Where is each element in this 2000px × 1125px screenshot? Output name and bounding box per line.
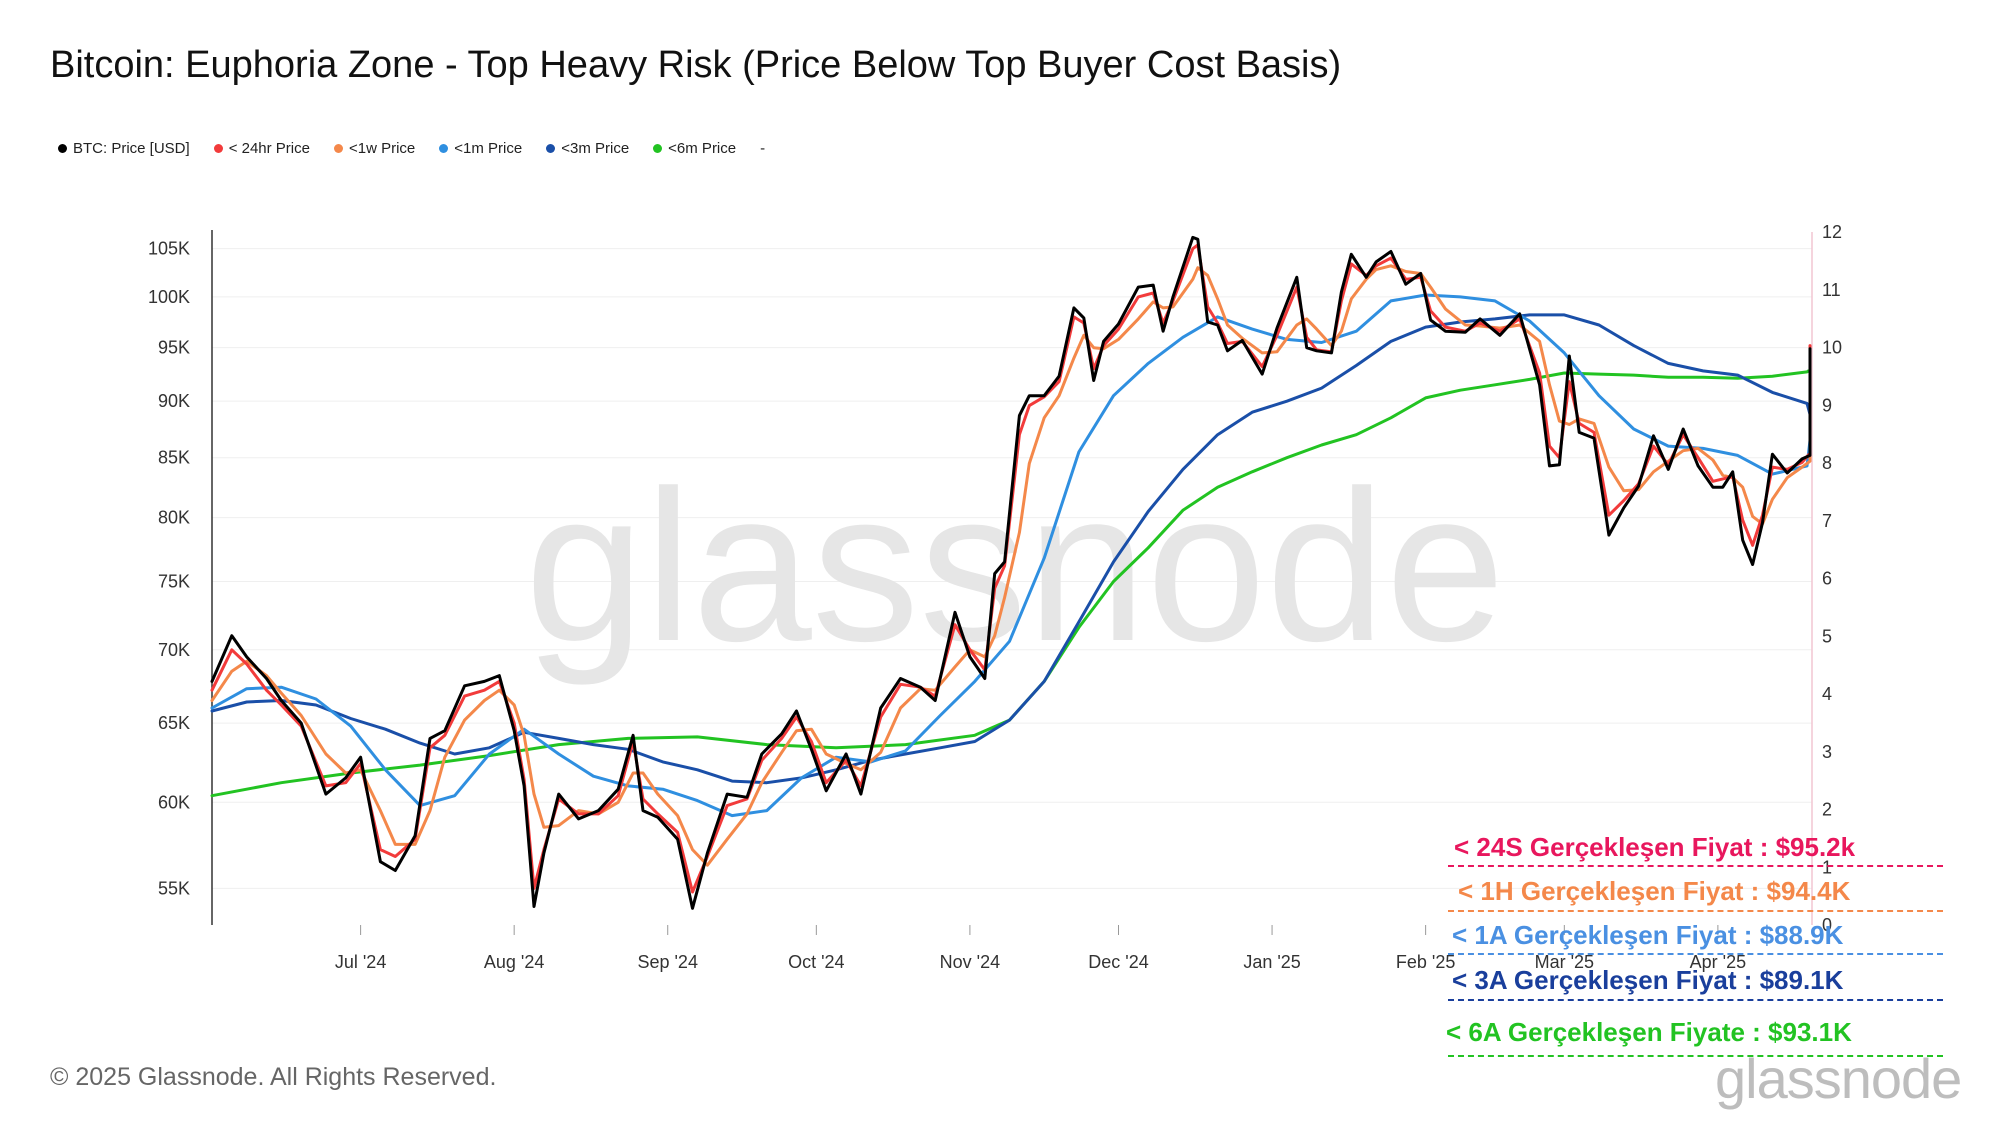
annotation-label: < 1A Gerçekleşen Fiyat : $88.9K (1452, 920, 1844, 950)
x-tick-label: Feb '25 (1396, 952, 1455, 972)
legend-dot-icon (653, 144, 663, 153)
grid-lines (212, 248, 1812, 889)
legend-item[interactable]: < 24hr Price (213, 140, 310, 157)
tick-labels: 55K60K65K70K75K80K85K90K95K100K105K01234… (148, 222, 1842, 972)
legend-item[interactable]: <3m Price (546, 140, 629, 157)
legend-item[interactable]: <1w Price (333, 140, 416, 157)
y-tick-label: 85K (158, 448, 190, 468)
annotation-dashed-line (1448, 1055, 1943, 1057)
legend-label: < 24hr Price (228, 140, 310, 157)
chart-title: Bitcoin: Euphoria Zone - Top Heavy Risk … (50, 44, 1342, 86)
annotation-dashed-line (1448, 910, 1943, 912)
y-tick-label: 95K (158, 338, 190, 358)
legend-dot-icon (58, 144, 67, 153)
series-lines (210, 235, 1812, 910)
y-tick-label: 80K (158, 508, 190, 528)
annotation-label: < 3A Gerçekleşen Fiyat : $89.1K (1452, 965, 1844, 995)
legend-item[interactable]: BTC: Price [USD] (58, 140, 190, 157)
legend-label: <6m Price (668, 140, 737, 157)
y-right-tick-label: 12 (1822, 222, 1842, 242)
legend-label: BTC: Price [USD] (73, 140, 190, 157)
y-right-tick-label: 2 (1822, 800, 1832, 820)
series-line-3 (210, 293, 1812, 818)
y-tick-label: 105K (148, 239, 190, 259)
legend-label: - (760, 140, 766, 157)
y-tick-label: 100K (148, 287, 190, 307)
glassnode-logo: glassnode (1715, 1047, 1962, 1110)
legend-item[interactable]: - (760, 140, 765, 157)
y-tick-label: 55K (158, 878, 190, 898)
annotation-dashed-line (1448, 953, 1943, 955)
y-tick-label: 75K (158, 572, 190, 592)
x-tick-label: Apr '25 (1690, 952, 1746, 972)
legend-item[interactable]: <1m Price (439, 140, 522, 157)
y-right-tick-label: 9 (1822, 395, 1832, 415)
legend-item[interactable]: <6m Price (653, 140, 736, 157)
annotation-label: < 1H Gerçekleşen Fiyat : $94.4K (1458, 876, 1851, 906)
series-line-2 (210, 264, 1812, 867)
x-tick-label: Jan '25 (1243, 952, 1300, 972)
legend-label: <1w Price (348, 140, 416, 157)
y-right-tick-label: 6 (1822, 569, 1832, 589)
legend-dot-icon (213, 144, 223, 153)
x-tick-label: Nov '24 (940, 952, 1000, 972)
y-tick-label: 90K (158, 391, 190, 411)
y-right-tick-label: 11 (1822, 280, 1841, 300)
series-line-5 (210, 366, 1812, 798)
series-line-0 (210, 235, 1812, 910)
y-tick-label: 60K (158, 792, 190, 812)
axes (211, 230, 1813, 935)
y-tick-label: 70K (158, 640, 190, 660)
annotation-label: < 6A Gerçekleşen Fiyate : $93.1K (1446, 1017, 1852, 1047)
y-right-tick-label: 10 (1822, 338, 1842, 358)
x-tick-label: Jul '24 (335, 952, 386, 972)
annotation-label: < 24S Gerçekleşen Fiyat : $95.2k (1454, 832, 1856, 862)
x-tick-label: Mar '25 (1535, 952, 1594, 972)
copyright-text: © 2025 Glassnode. All Rights Reserved. (50, 1063, 497, 1091)
legend-dot-icon (333, 144, 343, 153)
x-tick-label: Aug '24 (484, 952, 545, 972)
series-line-4 (210, 313, 1812, 785)
annotation-dashed-line (1448, 999, 1943, 1001)
y-right-tick-label: 3 (1822, 742, 1832, 762)
x-tick-label: Dec '24 (1088, 952, 1148, 972)
legend-label: <3m Price (561, 140, 630, 157)
y-right-tick-label: 1 (1822, 857, 1832, 877)
legend-label: <1m Price (454, 140, 523, 157)
legend-dot-icon (439, 144, 449, 153)
x-tick-label: Oct '24 (788, 952, 844, 972)
y-right-tick-label: 0 (1822, 915, 1832, 935)
y-right-tick-label: 4 (1822, 684, 1832, 704)
chart-legend: BTC: Price [USD] < 24hr Price <1w Price <1m… (58, 140, 765, 157)
y-right-tick-label: 8 (1822, 453, 1832, 473)
y-tick-label: 65K (158, 713, 190, 733)
legend-dot-icon (546, 144, 556, 153)
y-right-tick-label: 7 (1822, 511, 1832, 531)
x-tick-label: Sep '24 (637, 952, 698, 972)
y-right-tick-label: 5 (1822, 626, 1832, 646)
annotation-dashed-line (1448, 865, 1943, 867)
